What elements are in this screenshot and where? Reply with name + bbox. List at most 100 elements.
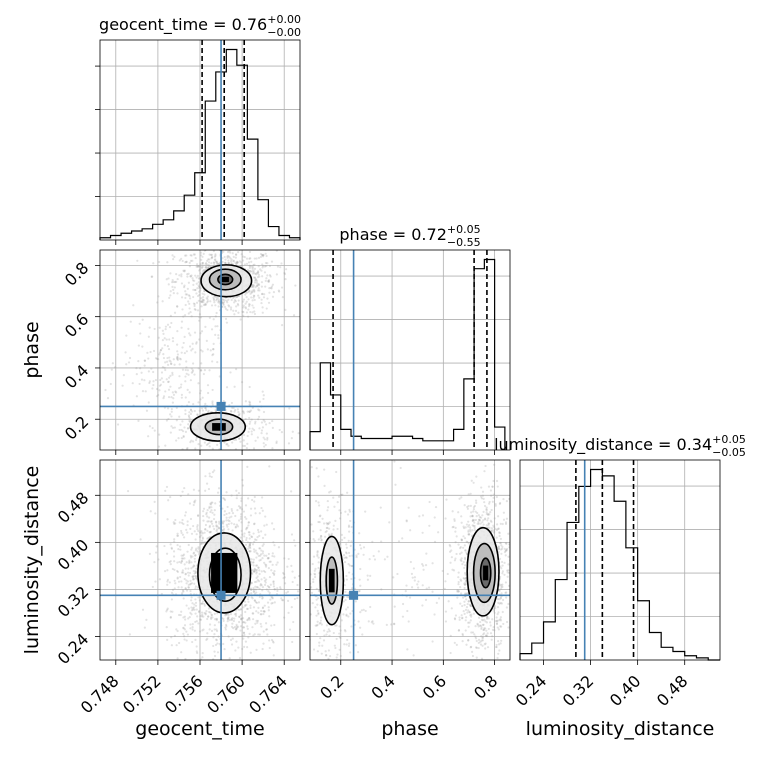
sample-point bbox=[176, 350, 179, 353]
sample-point bbox=[188, 411, 191, 414]
sample-point bbox=[350, 540, 353, 543]
sample-point bbox=[449, 634, 452, 637]
sample-point bbox=[258, 587, 261, 590]
sample-point bbox=[154, 580, 157, 583]
sample-point bbox=[155, 387, 159, 391]
sample-point bbox=[249, 587, 252, 590]
sample-point bbox=[180, 436, 183, 440]
sample-point bbox=[143, 626, 146, 629]
sample-point bbox=[244, 604, 247, 608]
sample-point bbox=[455, 643, 458, 646]
sample-point bbox=[169, 431, 172, 434]
sample-point bbox=[189, 311, 192, 314]
sample-point bbox=[255, 281, 258, 284]
sample-point bbox=[261, 557, 264, 560]
sample-point bbox=[187, 567, 190, 570]
sample-point bbox=[492, 493, 495, 496]
sample-point bbox=[268, 639, 271, 642]
sample-point bbox=[325, 530, 328, 533]
sample-point bbox=[494, 606, 497, 610]
sample-point bbox=[271, 563, 274, 566]
sample-point bbox=[248, 266, 251, 270]
sample-point bbox=[166, 323, 170, 326]
sample-point bbox=[208, 258, 211, 261]
sample-point bbox=[409, 529, 412, 532]
sample-point bbox=[165, 419, 169, 422]
sample-point bbox=[252, 590, 255, 593]
sample-point bbox=[213, 223, 215, 225]
sample-point bbox=[193, 572, 196, 575]
sample-point bbox=[443, 587, 446, 590]
sample-point bbox=[215, 260, 219, 263]
sample-point bbox=[465, 616, 468, 619]
sample-point bbox=[209, 611, 212, 614]
sample-point bbox=[242, 626, 245, 629]
sample-point bbox=[243, 263, 247, 266]
sample-point bbox=[147, 435, 150, 438]
sample-point bbox=[252, 587, 255, 590]
sample-point bbox=[121, 384, 124, 387]
sample-point bbox=[215, 638, 218, 641]
sample-point bbox=[213, 618, 217, 621]
sample-point bbox=[513, 620, 515, 622]
sample-point bbox=[171, 285, 174, 288]
sample-point bbox=[348, 664, 350, 666]
sample-point bbox=[276, 561, 279, 564]
sample-point bbox=[182, 435, 185, 438]
sample-point bbox=[247, 290, 250, 294]
sample-point bbox=[332, 631, 335, 635]
sample-point bbox=[176, 292, 179, 295]
sample-point bbox=[454, 526, 457, 529]
sample-point bbox=[247, 430, 250, 433]
sample-point bbox=[191, 259, 194, 262]
sample-point bbox=[178, 641, 181, 645]
sample-point bbox=[124, 351, 127, 354]
sample-point bbox=[461, 632, 464, 636]
sample-point bbox=[180, 580, 183, 583]
sample-point bbox=[238, 451, 240, 453]
sample-point bbox=[469, 604, 473, 607]
sample-point bbox=[173, 540, 176, 543]
sample-point bbox=[480, 626, 483, 629]
sample-point bbox=[173, 363, 176, 366]
sample-point bbox=[501, 564, 504, 567]
sample-point bbox=[247, 289, 251, 292]
sample-point bbox=[482, 623, 485, 626]
sample-point bbox=[464, 558, 467, 561]
sample-point bbox=[193, 500, 196, 503]
sample-point bbox=[465, 540, 468, 543]
sample-point bbox=[335, 637, 338, 641]
sample-point bbox=[212, 348, 215, 351]
sample-point bbox=[244, 400, 247, 403]
sample-point bbox=[499, 548, 503, 551]
sample-point bbox=[174, 518, 177, 522]
sample-point bbox=[206, 681, 208, 683]
sample-point bbox=[217, 635, 220, 638]
sample-point bbox=[347, 615, 350, 618]
sample-point bbox=[141, 318, 144, 321]
sample-point bbox=[153, 500, 156, 503]
sample-point bbox=[154, 378, 158, 382]
sample-point bbox=[210, 262, 213, 265]
sample-point bbox=[208, 623, 212, 626]
sample-point bbox=[185, 582, 188, 585]
sample-point bbox=[225, 625, 228, 628]
sample-point bbox=[283, 272, 287, 276]
sample-point bbox=[488, 500, 491, 504]
sample-point bbox=[261, 311, 264, 314]
sample-point bbox=[499, 542, 502, 545]
sample-point bbox=[235, 253, 238, 256]
sample-point bbox=[479, 495, 483, 498]
sample-point bbox=[252, 570, 256, 573]
sample-point bbox=[211, 354, 214, 357]
sample-point bbox=[158, 389, 161, 392]
sample-point bbox=[206, 515, 209, 518]
sample-point bbox=[425, 552, 428, 555]
sample-point bbox=[110, 368, 113, 371]
sample-point bbox=[199, 542, 202, 546]
sample-point bbox=[187, 294, 191, 297]
sample-point bbox=[253, 500, 256, 503]
sample-point bbox=[210, 506, 213, 509]
sample-point bbox=[169, 543, 172, 546]
sample-point bbox=[139, 367, 142, 370]
